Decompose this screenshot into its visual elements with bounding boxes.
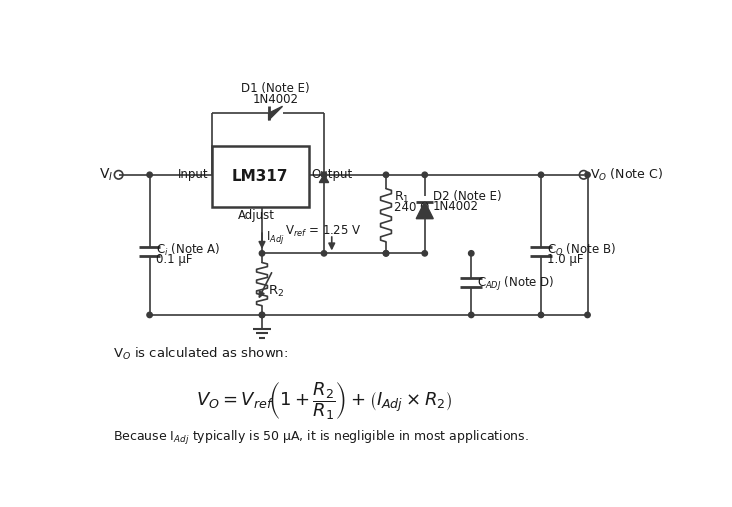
Text: V$_{ref}$ = 1.25 V: V$_{ref}$ = 1.25 V <box>285 224 362 239</box>
Text: V$_O$ (Note C): V$_O$ (Note C) <box>590 167 662 183</box>
Text: I$_{Adj}$: I$_{Adj}$ <box>266 229 285 246</box>
Circle shape <box>585 172 590 177</box>
Text: LM317: LM317 <box>232 169 288 184</box>
Circle shape <box>468 312 474 317</box>
Circle shape <box>259 312 265 317</box>
Circle shape <box>259 312 265 317</box>
Polygon shape <box>417 202 433 219</box>
Circle shape <box>585 312 590 317</box>
Text: V$_O$ is calculated as shown:: V$_O$ is calculated as shown: <box>113 346 288 362</box>
Text: R$_2$: R$_2$ <box>268 284 285 300</box>
Bar <box>212 146 308 207</box>
Text: C$_{ADJ}$ (Note D): C$_{ADJ}$ (Note D) <box>477 275 555 293</box>
Circle shape <box>422 172 427 177</box>
Text: C$_O$ (Note B): C$_O$ (Note B) <box>548 242 616 258</box>
Circle shape <box>384 172 389 177</box>
Circle shape <box>147 172 152 177</box>
Polygon shape <box>319 175 329 183</box>
Circle shape <box>538 172 544 177</box>
Text: 1.0 μF: 1.0 μF <box>548 254 583 266</box>
Text: 240 Ω: 240 Ω <box>394 201 429 214</box>
Circle shape <box>321 172 326 177</box>
Text: C$_i$ (Note A): C$_i$ (Note A) <box>156 242 220 258</box>
Circle shape <box>422 250 427 256</box>
Circle shape <box>259 250 265 256</box>
Text: D1 (Note E): D1 (Note E) <box>242 83 310 95</box>
Circle shape <box>147 312 152 317</box>
Circle shape <box>384 250 389 256</box>
Text: 1N4002: 1N4002 <box>433 200 479 213</box>
Text: $V_O = V_{ref}\!\left(1 + \dfrac{R_2}{R_1}\right) + \left(I_{Adj} \times R_2\rig: $V_O = V_{ref}\!\left(1 + \dfrac{R_2}{R_… <box>196 380 452 422</box>
Circle shape <box>538 312 544 317</box>
Text: V$_I$: V$_I$ <box>99 167 113 183</box>
Text: D2 (Note E): D2 (Note E) <box>433 190 501 203</box>
Text: Because I$_{Adj}$ typically is 50 μA, it is negligible in most applications.: Because I$_{Adj}$ typically is 50 μA, it… <box>113 429 529 447</box>
Circle shape <box>468 250 474 256</box>
Polygon shape <box>269 106 283 120</box>
Text: R$_1$: R$_1$ <box>394 190 409 205</box>
Text: 1N4002: 1N4002 <box>253 93 299 106</box>
Text: Adjust: Adjust <box>238 209 274 223</box>
Circle shape <box>384 250 389 256</box>
Text: Input: Input <box>178 168 209 182</box>
Circle shape <box>321 250 326 256</box>
Text: Output: Output <box>312 168 353 182</box>
Text: 0.1 μF: 0.1 μF <box>156 254 193 266</box>
